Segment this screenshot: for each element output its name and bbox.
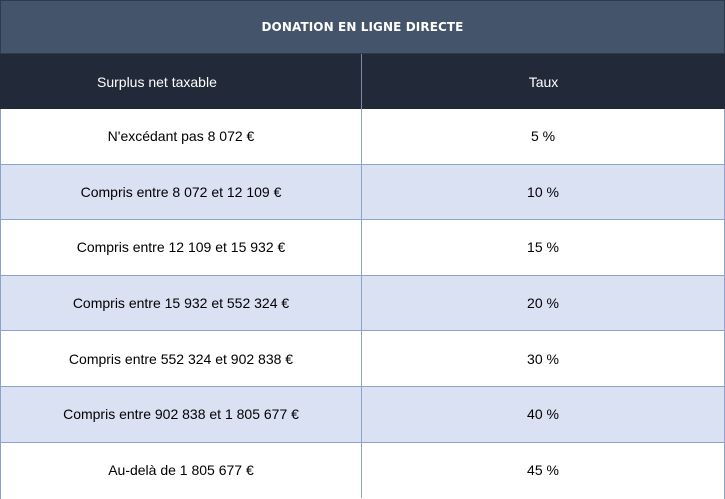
table-body: N'excédant pas 8 072 € 5 % Compris entre… (0, 109, 725, 499)
table-row: Compris entre 552 324 et 902 838 € 30 % (1, 331, 724, 387)
table-title: DONATION EN LIGNE DIRECTE (0, 0, 725, 54)
rate-cell: 15 % (527, 239, 559, 256)
table-header-row: Surplus net taxable Taux (0, 54, 725, 109)
rate-cell: 20 % (527, 295, 559, 312)
table-row: Au-delà de 1 805 677 € 45 % (1, 442, 724, 499)
bracket-cell: Compris entre 12 109 et 15 932 € (1, 220, 362, 275)
table-row: Compris entre 8 072 et 12 109 € 10 % (1, 164, 724, 221)
rate-cell: 45 % (527, 462, 559, 479)
header-rate: Taux (528, 73, 559, 90)
table-row: Compris entre 12 109 et 15 932 € 15 % (1, 220, 724, 276)
bracket-cell: N'excédant pas 8 072 € (1, 109, 362, 164)
bracket-cell: Au-delà de 1 805 677 € (1, 442, 362, 499)
table-row: Compris entre 15 932 et 552 324 € 20 % (1, 275, 724, 332)
rate-cell: 30 % (527, 350, 559, 367)
table-row: N'excédant pas 8 072 € 5 % (1, 109, 724, 165)
bracket-cell: Compris entre 552 324 et 902 838 € (1, 331, 362, 386)
rate-cell: 40 % (527, 406, 559, 423)
bracket-cell: Compris entre 902 838 et 1 805 677 € (1, 386, 362, 442)
header-surplus: Surplus net taxable (0, 54, 362, 109)
table-row: Compris entre 902 838 et 1 805 677 € 40 … (1, 386, 724, 443)
bracket-cell: Compris entre 15 932 et 552 324 € (1, 275, 362, 331)
rate-cell: 10 % (527, 183, 559, 200)
bracket-cell: Compris entre 8 072 et 12 109 € (1, 164, 362, 220)
rate-cell: 5 % (530, 128, 556, 145)
